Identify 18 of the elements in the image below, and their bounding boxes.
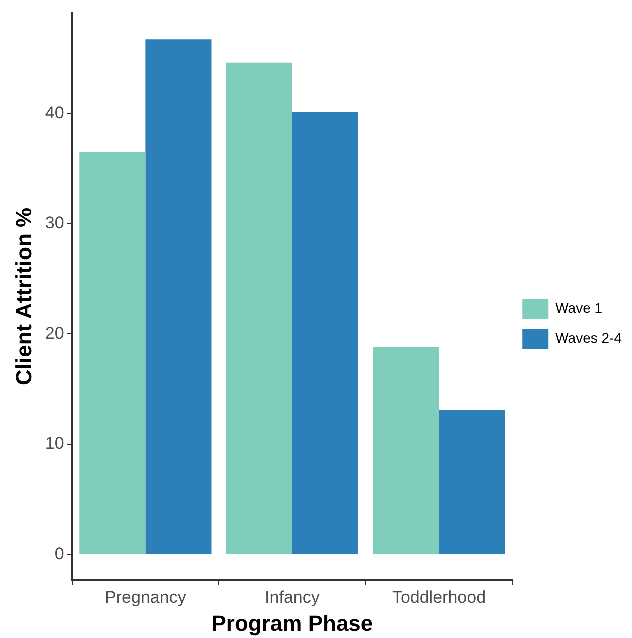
y-tick-label: 0: [54, 544, 64, 564]
x-tick-label: Infancy: [265, 588, 320, 608]
x-axis-title: Program Phase: [212, 610, 374, 636]
y-tick-label: 30: [45, 214, 64, 233]
bar: [292, 112, 359, 554]
y-tick-label: 40: [45, 103, 64, 122]
bar: [373, 347, 440, 554]
y-axis-title: Client Attrition %: [11, 208, 36, 386]
y-tick-label: 20: [45, 324, 64, 343]
bar: [439, 410, 506, 554]
bar: [226, 62, 292, 554]
legend-label: Waves 2-4: [556, 330, 622, 346]
bar: [80, 152, 146, 554]
y-tick-label: 10: [45, 434, 64, 454]
x-tick-label: Pregnancy: [105, 588, 187, 608]
bar: [146, 40, 212, 554]
x-tick-label: Toddlerhood: [392, 588, 486, 608]
legend-label: Wave 1: [556, 300, 603, 316]
